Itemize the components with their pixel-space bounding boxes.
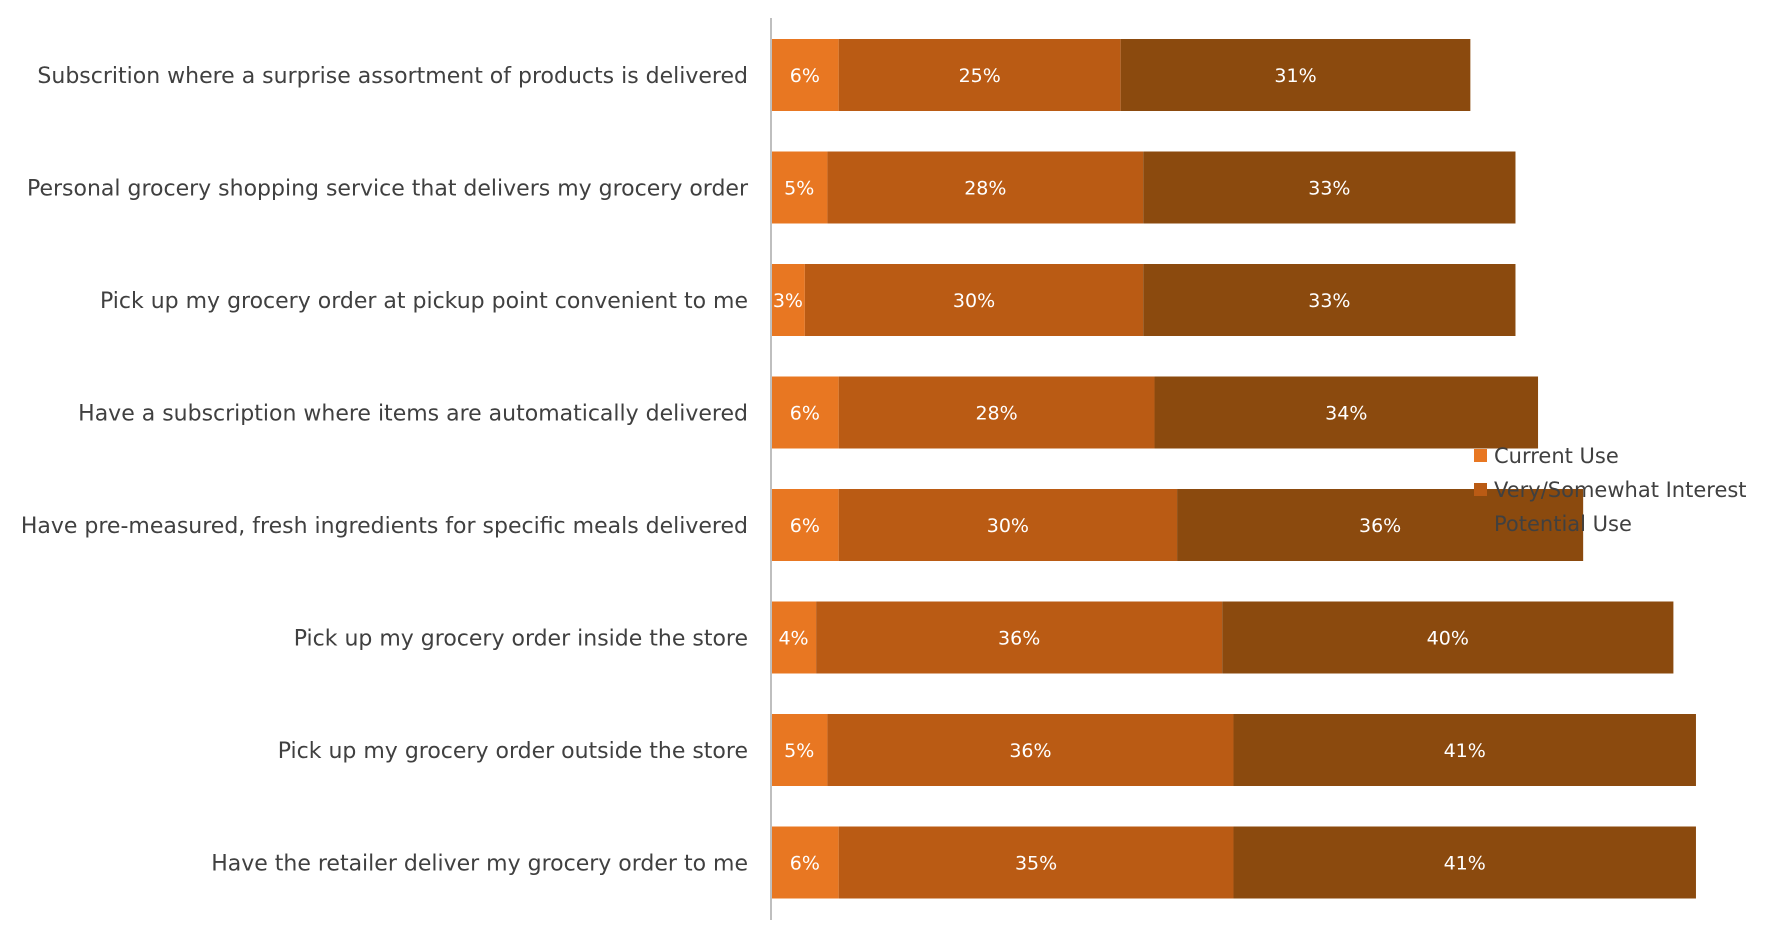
bar-segment-current-use (771, 826, 839, 899)
data-label: 34% (1325, 403, 1367, 425)
category-label: Subscrition where a surprise assortment … (37, 64, 748, 89)
data-label: 35% (1015, 853, 1057, 875)
bar-segment-very-somewhat-interest (816, 601, 1223, 674)
data-label: 31% (1274, 65, 1316, 87)
bar-segment-very-somewhat-interest (827, 714, 1234, 786)
bar-segment-potential-use (1222, 601, 1674, 674)
data-label: 30% (953, 290, 995, 312)
data-label: 33% (1308, 290, 1350, 312)
bar-segment-potential-use (1233, 826, 1696, 899)
data-label: 28% (975, 403, 1017, 425)
bar-segment-potential-use (1233, 714, 1696, 786)
legend-label: Very/Somewhat Interest (1494, 478, 1747, 502)
bar-segment-current-use (771, 376, 839, 449)
data-label: 3% (773, 290, 803, 312)
data-label: 4% (778, 628, 808, 650)
data-label: 30% (987, 515, 1029, 537)
legend: Current Use Very/Somewhat Interest Potenti… (1474, 444, 1747, 536)
bar-segment-current-use (771, 601, 817, 674)
bar-segment-current-use (771, 39, 839, 111)
bar-segment-very-somewhat-interest (838, 489, 1178, 561)
data-label: 36% (1359, 515, 1401, 537)
data-label: 41% (1444, 853, 1486, 875)
data-label: 33% (1308, 178, 1350, 200)
bar-segment-current-use (771, 489, 839, 561)
data-label: 28% (964, 178, 1006, 200)
category-label: Have pre-measured, fresh ingredients for… (21, 514, 748, 539)
data-label: 36% (998, 628, 1040, 650)
bar-segment-current-use (771, 714, 828, 786)
legend-swatch (1474, 449, 1487, 462)
category-label: Personal grocery shopping service that d… (27, 177, 749, 202)
legend-label: Potential Use (1494, 512, 1632, 536)
category-label: Pick up my grocery order outside the sto… (278, 739, 748, 764)
data-label: 5% (784, 740, 814, 762)
bar-segment-very-somewhat-interest (804, 264, 1144, 336)
data-label: 36% (1009, 740, 1051, 762)
data-label: 6% (790, 853, 820, 875)
bar-segment-current-use (771, 151, 828, 224)
bar-segment-potential-use (1143, 151, 1516, 224)
data-label: 25% (959, 65, 1001, 87)
bar-area: 6% 25% 31% 5% 28% 33% 3% 30% 33% 6% 28% 34% 6% 30% 36%… (771, 39, 1696, 899)
legend-item: Current Use (1474, 444, 1619, 468)
category-label: Pick up my grocery order at pickup point… (100, 289, 748, 314)
legend-label: Current Use (1494, 444, 1619, 468)
data-label: 40% (1427, 628, 1469, 650)
legend-item: Potential Use (1474, 512, 1632, 536)
bar-segment-potential-use (1120, 39, 1471, 111)
legend-swatch (1474, 483, 1487, 496)
category-label: Have the retailer deliver my grocery ord… (211, 852, 748, 877)
data-label: 6% (790, 515, 820, 537)
category-label: Pick up my grocery order inside the stor… (294, 627, 748, 652)
category-labels: Subscrition where a surprise assortment … (21, 64, 749, 877)
bar-segment-very-somewhat-interest (838, 826, 1234, 899)
bar-segment-very-somewhat-interest (838, 376, 1155, 449)
data-label: 6% (790, 403, 820, 425)
bar-segment-potential-use (1177, 489, 1584, 561)
bar-segment-current-use (771, 264, 805, 336)
data-label: 6% (790, 65, 820, 87)
legend-swatch (1474, 517, 1487, 530)
bar-segment-very-somewhat-interest (838, 39, 1121, 111)
bar-segment-potential-use (1154, 376, 1539, 449)
legend-item: Very/Somewhat Interest (1474, 478, 1747, 502)
category-label: Have a subscription where items are auto… (78, 402, 748, 427)
bar-segment-potential-use (1143, 264, 1516, 336)
data-label: 41% (1444, 740, 1486, 762)
data-label: 5% (784, 178, 814, 200)
bar-segment-very-somewhat-interest (827, 151, 1144, 224)
